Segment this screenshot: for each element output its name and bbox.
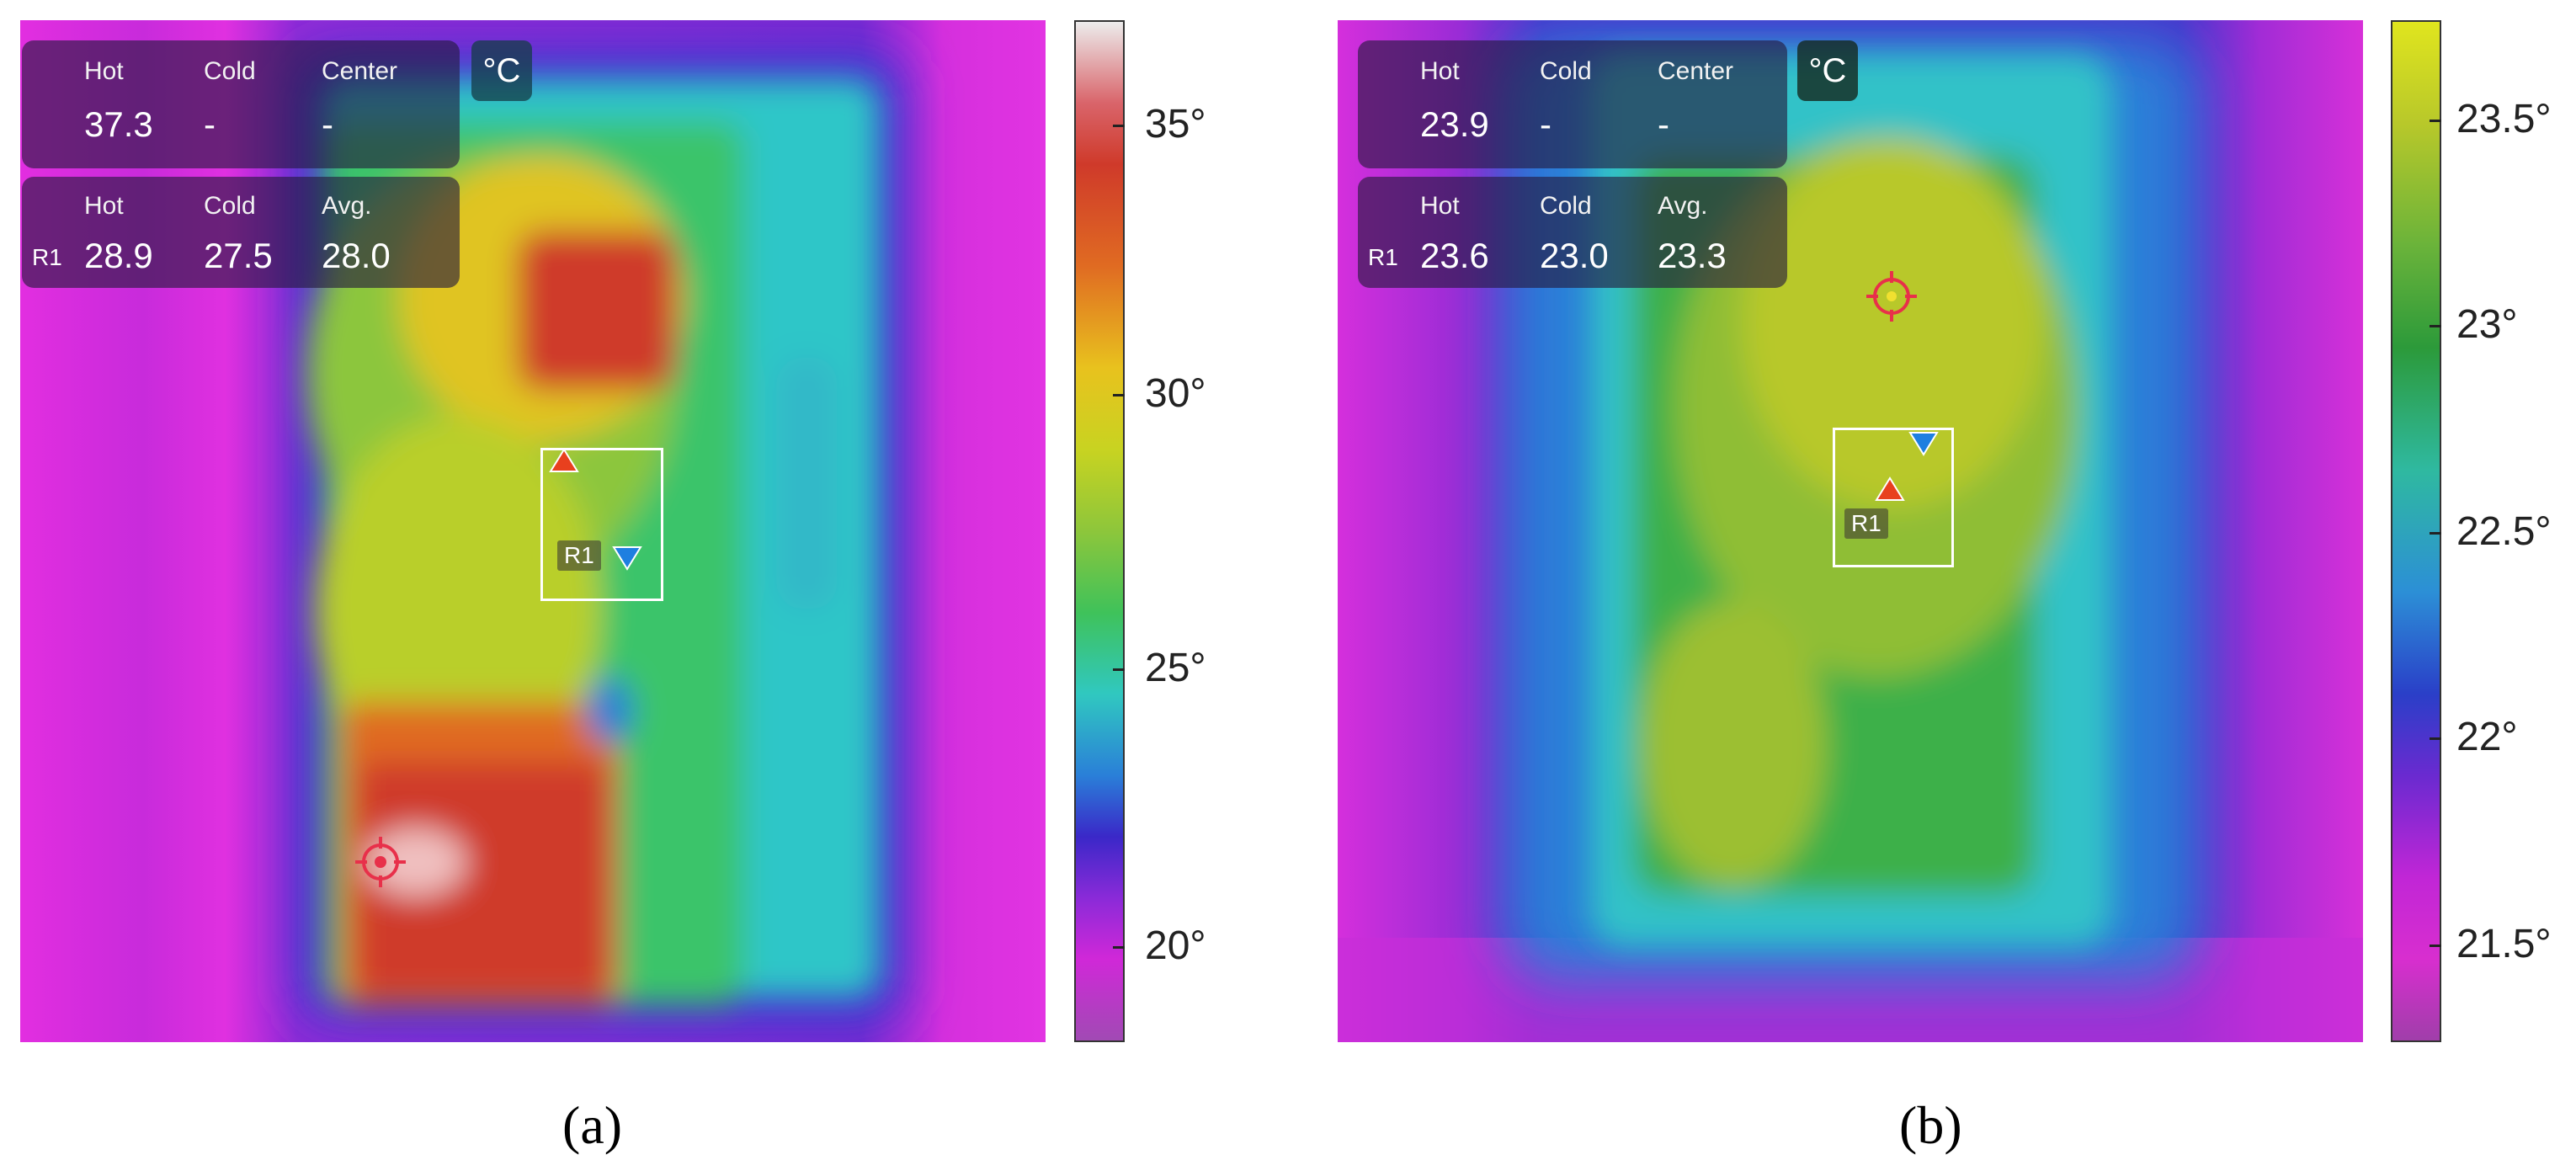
max-temp-crosshair-b	[1866, 271, 1917, 322]
spot-label-hot: Hot	[84, 57, 124, 85]
region-name: R1	[32, 244, 62, 270]
thermal-image-a: Hot Cold Center 37.3 - - °C Hot Cold Avg…	[20, 20, 1046, 1042]
region-value-hot: 23.6	[1420, 236, 1489, 275]
spot-value-cold: -	[1540, 104, 1551, 144]
scale-label-b-3: 22°	[2456, 715, 2518, 759]
max-temp-crosshair-a	[355, 837, 406, 887]
region-label-avg: Avg.	[322, 192, 372, 220]
region-label-hot: Hot	[1420, 192, 1460, 220]
region-label-avg: Avg.	[1658, 192, 1708, 220]
roi-label-a: R1	[557, 540, 601, 571]
caption-b: (b)	[1899, 1095, 1962, 1155]
region-label-hot: Hot	[84, 192, 124, 220]
scale-tick-b-0	[2430, 120, 2441, 122]
region-value-avg: 23.3	[1658, 236, 1727, 275]
roi-label-b: R1	[1844, 508, 1888, 539]
scale-label-b-1: 23°	[2456, 302, 2518, 347]
scale-tick-b-3	[2430, 737, 2441, 740]
cold-spot-marker-a	[612, 546, 642, 571]
unit-badge-a: °C	[471, 40, 532, 101]
spot-label-hot: Hot	[1420, 57, 1460, 85]
scale-label-a-2: 25°	[1145, 646, 1206, 690]
scale-label-a-3: 20°	[1145, 923, 1206, 968]
roi-box-b[interactable]	[1833, 428, 1954, 567]
spot-value-center: -	[322, 104, 333, 144]
region-readout-panel-a: Hot Cold Avg. R1 28.9 27.5 28.0	[22, 177, 460, 288]
thermal-image-b: Hot Cold Center 23.9 - - °C Hot Cold Avg…	[1338, 20, 2363, 1042]
hot-spot-marker-b	[1875, 476, 1905, 501]
scale-tick-a-0	[1113, 125, 1125, 127]
scale-tick-b-2	[2430, 532, 2441, 535]
region-value-cold: 27.5	[204, 236, 273, 275]
scale-label-a-1: 30°	[1145, 371, 1206, 416]
scale-label-b-4: 21.5°	[2456, 922, 2552, 966]
spot-readout-panel-a: Hot Cold Center 37.3 - -	[22, 40, 460, 168]
scale-label-b-0: 23.5°	[2456, 97, 2552, 141]
region-readout-panel-b: Hot Cold Avg. R1 23.6 23.0 23.3	[1358, 177, 1787, 288]
spot-value-hot: 37.3	[84, 104, 153, 144]
spot-label-center: Center	[322, 57, 398, 85]
thermal-heatmap-a	[20, 20, 1046, 1042]
scale-label-b-2: 22.5°	[2456, 509, 2552, 554]
roi-box-a[interactable]	[540, 448, 663, 601]
caption-a: (a)	[562, 1095, 623, 1155]
spot-label-center: Center	[1658, 57, 1734, 85]
region-label-cold: Cold	[204, 192, 256, 220]
scale-tick-a-3	[1113, 946, 1125, 949]
region-value-hot: 28.9	[84, 236, 153, 275]
spot-label-cold: Cold	[1540, 57, 1592, 85]
region-name: R1	[1368, 244, 1398, 270]
scale-tick-b-4	[2430, 945, 2441, 947]
spot-value-center: -	[1658, 104, 1669, 144]
cold-spot-marker-b	[1908, 432, 1939, 456]
spot-value-hot: 23.9	[1420, 104, 1489, 144]
spot-value-cold: -	[204, 104, 216, 144]
spot-readout-panel-b: Hot Cold Center 23.9 - -	[1358, 40, 1787, 168]
region-value-cold: 23.0	[1540, 236, 1609, 275]
spot-label-cold: Cold	[204, 57, 256, 85]
scale-label-a-0: 35°	[1145, 102, 1206, 146]
unit-badge-b: °C	[1797, 40, 1858, 101]
temperature-scale-bar-a	[1074, 20, 1125, 1042]
scale-tick-a-1	[1113, 394, 1125, 396]
scale-tick-a-2	[1113, 668, 1125, 671]
region-value-avg: 28.0	[322, 236, 391, 275]
hot-spot-marker-a	[549, 448, 579, 472]
temperature-scale-bar-b	[2391, 20, 2441, 1042]
scale-tick-b-1	[2430, 325, 2441, 327]
region-label-cold: Cold	[1540, 192, 1592, 220]
